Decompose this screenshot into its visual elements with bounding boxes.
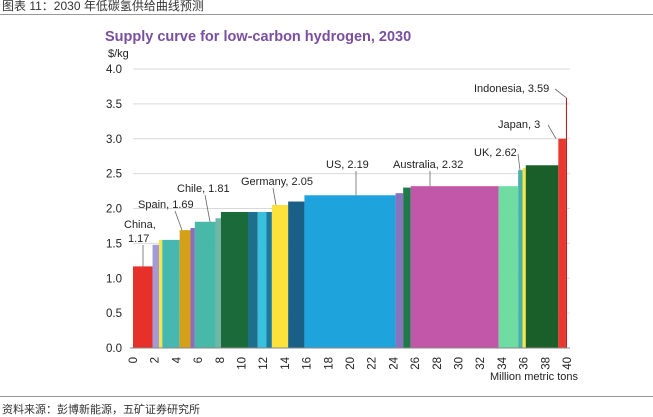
x-tick-label: 10 — [237, 357, 249, 370]
supply-bar — [498, 186, 519, 348]
annotation-label: UK, 2.62 — [474, 147, 517, 159]
supply-bar — [220, 211, 249, 348]
annotation-label: Spain, 1.69 — [138, 199, 194, 211]
supply-bar — [304, 195, 396, 348]
supply-bar — [525, 165, 559, 348]
x-tick-label: 24 — [388, 356, 400, 369]
annotations-layer: China, 1.17 Spain, 1.69 Chile, 1.81 Germany,… — [124, 83, 567, 267]
x-tick-label: 12 — [258, 357, 270, 370]
supply-bar — [248, 211, 258, 348]
supply-bar — [565, 97, 567, 348]
supply-bar — [162, 239, 180, 348]
x-tick-label: 30 — [454, 357, 466, 370]
annotation-leader — [547, 124, 557, 139]
y-tick-label: 3.5 — [106, 99, 122, 111]
supply-bar — [190, 228, 195, 348]
x-tick-label: 26 — [410, 357, 422, 370]
bottom-divider — [0, 396, 653, 397]
x-tick-label: 0 — [128, 357, 140, 363]
x-tick-label: 34 — [497, 356, 509, 369]
supply-bar — [179, 230, 191, 348]
x-tick-label: 22 — [367, 357, 379, 370]
y-tick-label: 4.0 — [106, 64, 122, 76]
supply-bar — [395, 193, 404, 348]
y-ticks: 0.0 0.5 1.0 1.5 2.0 2.5 3.0 3.5 4.0 — [106, 64, 122, 355]
annotation-label: Germany, 2.05 — [241, 176, 313, 188]
x-tick-label: 2 — [150, 357, 162, 363]
supply-bar — [215, 218, 221, 348]
supply-bar — [194, 221, 216, 348]
y-tick-label: 2.5 — [106, 169, 122, 181]
x-tick-label: 6 — [193, 357, 205, 363]
supply-bar — [152, 244, 160, 348]
supply-bar — [403, 187, 411, 348]
supply-bar — [159, 239, 163, 348]
annotation-label: Australia, 2.32 — [393, 159, 463, 171]
annotation-value: 1.17 — [128, 233, 149, 245]
annotation-label: Indonesia, 3.59 — [474, 83, 549, 95]
supply-bar — [133, 266, 153, 348]
x-tick-label: 38 — [540, 357, 552, 370]
annotation-leader — [174, 210, 183, 231]
annotation-label: China, — [124, 219, 156, 231]
x-tick-label: 28 — [432, 357, 444, 370]
supply-bar — [558, 138, 566, 348]
supply-bar — [522, 168, 526, 348]
x-tick-label: 40 — [562, 357, 574, 370]
figure-caption: 图表 11：2030 年低碳氢供给曲线预测 — [2, 0, 204, 13]
x-tick-label: 18 — [323, 357, 335, 370]
supply-bar — [518, 170, 523, 348]
x-tick-label: 14 — [280, 356, 292, 369]
supply-bar — [410, 186, 499, 348]
y-tick-label: 2.0 — [106, 204, 122, 216]
source-note: 资料来源：彭博新能源，五矿证券研究所 — [2, 404, 200, 416]
annotation-leader — [517, 153, 521, 171]
supply-bar — [257, 211, 267, 348]
bars-layer — [133, 97, 567, 348]
annotation-label: Chile, 1.81 — [177, 183, 230, 195]
annotation-leader — [554, 88, 567, 98]
x-tick-label: 16 — [302, 357, 314, 370]
supply-bar — [266, 211, 272, 348]
y-tick-label: 1.0 — [106, 273, 122, 285]
x-ticks: 0 2 4 6 8 10 12 14 16 18 20 22 24 26 28 30 32 34 36 38 40 — [128, 356, 574, 369]
top-divider — [0, 14, 653, 15]
annotation-label: US, 2.19 — [326, 159, 369, 171]
supply-bar — [288, 201, 305, 348]
y-tick-label: 0.0 — [106, 343, 122, 355]
chart-title: Supply curve for low-carbon hydrogen, 20… — [105, 29, 411, 45]
x-tick-label: 20 — [345, 357, 357, 370]
y-tick-label: 3.0 — [106, 134, 122, 146]
x-tick-label: 36 — [519, 357, 531, 370]
annotation-label: Japan, 3 — [498, 119, 540, 131]
x-tick-label: 8 — [215, 357, 227, 363]
annotation-leader — [204, 194, 211, 222]
supply-bar — [271, 205, 289, 348]
annotation-leader — [272, 187, 277, 206]
x-tick-label: 32 — [475, 357, 487, 370]
y-tick-label: 1.5 — [106, 238, 122, 250]
x-axis-label: Million metric tons — [490, 371, 579, 383]
y-axis-label: $/kg — [108, 48, 129, 60]
x-tick-label: 4 — [171, 356, 183, 363]
y-tick-label: 0.5 — [106, 308, 122, 320]
